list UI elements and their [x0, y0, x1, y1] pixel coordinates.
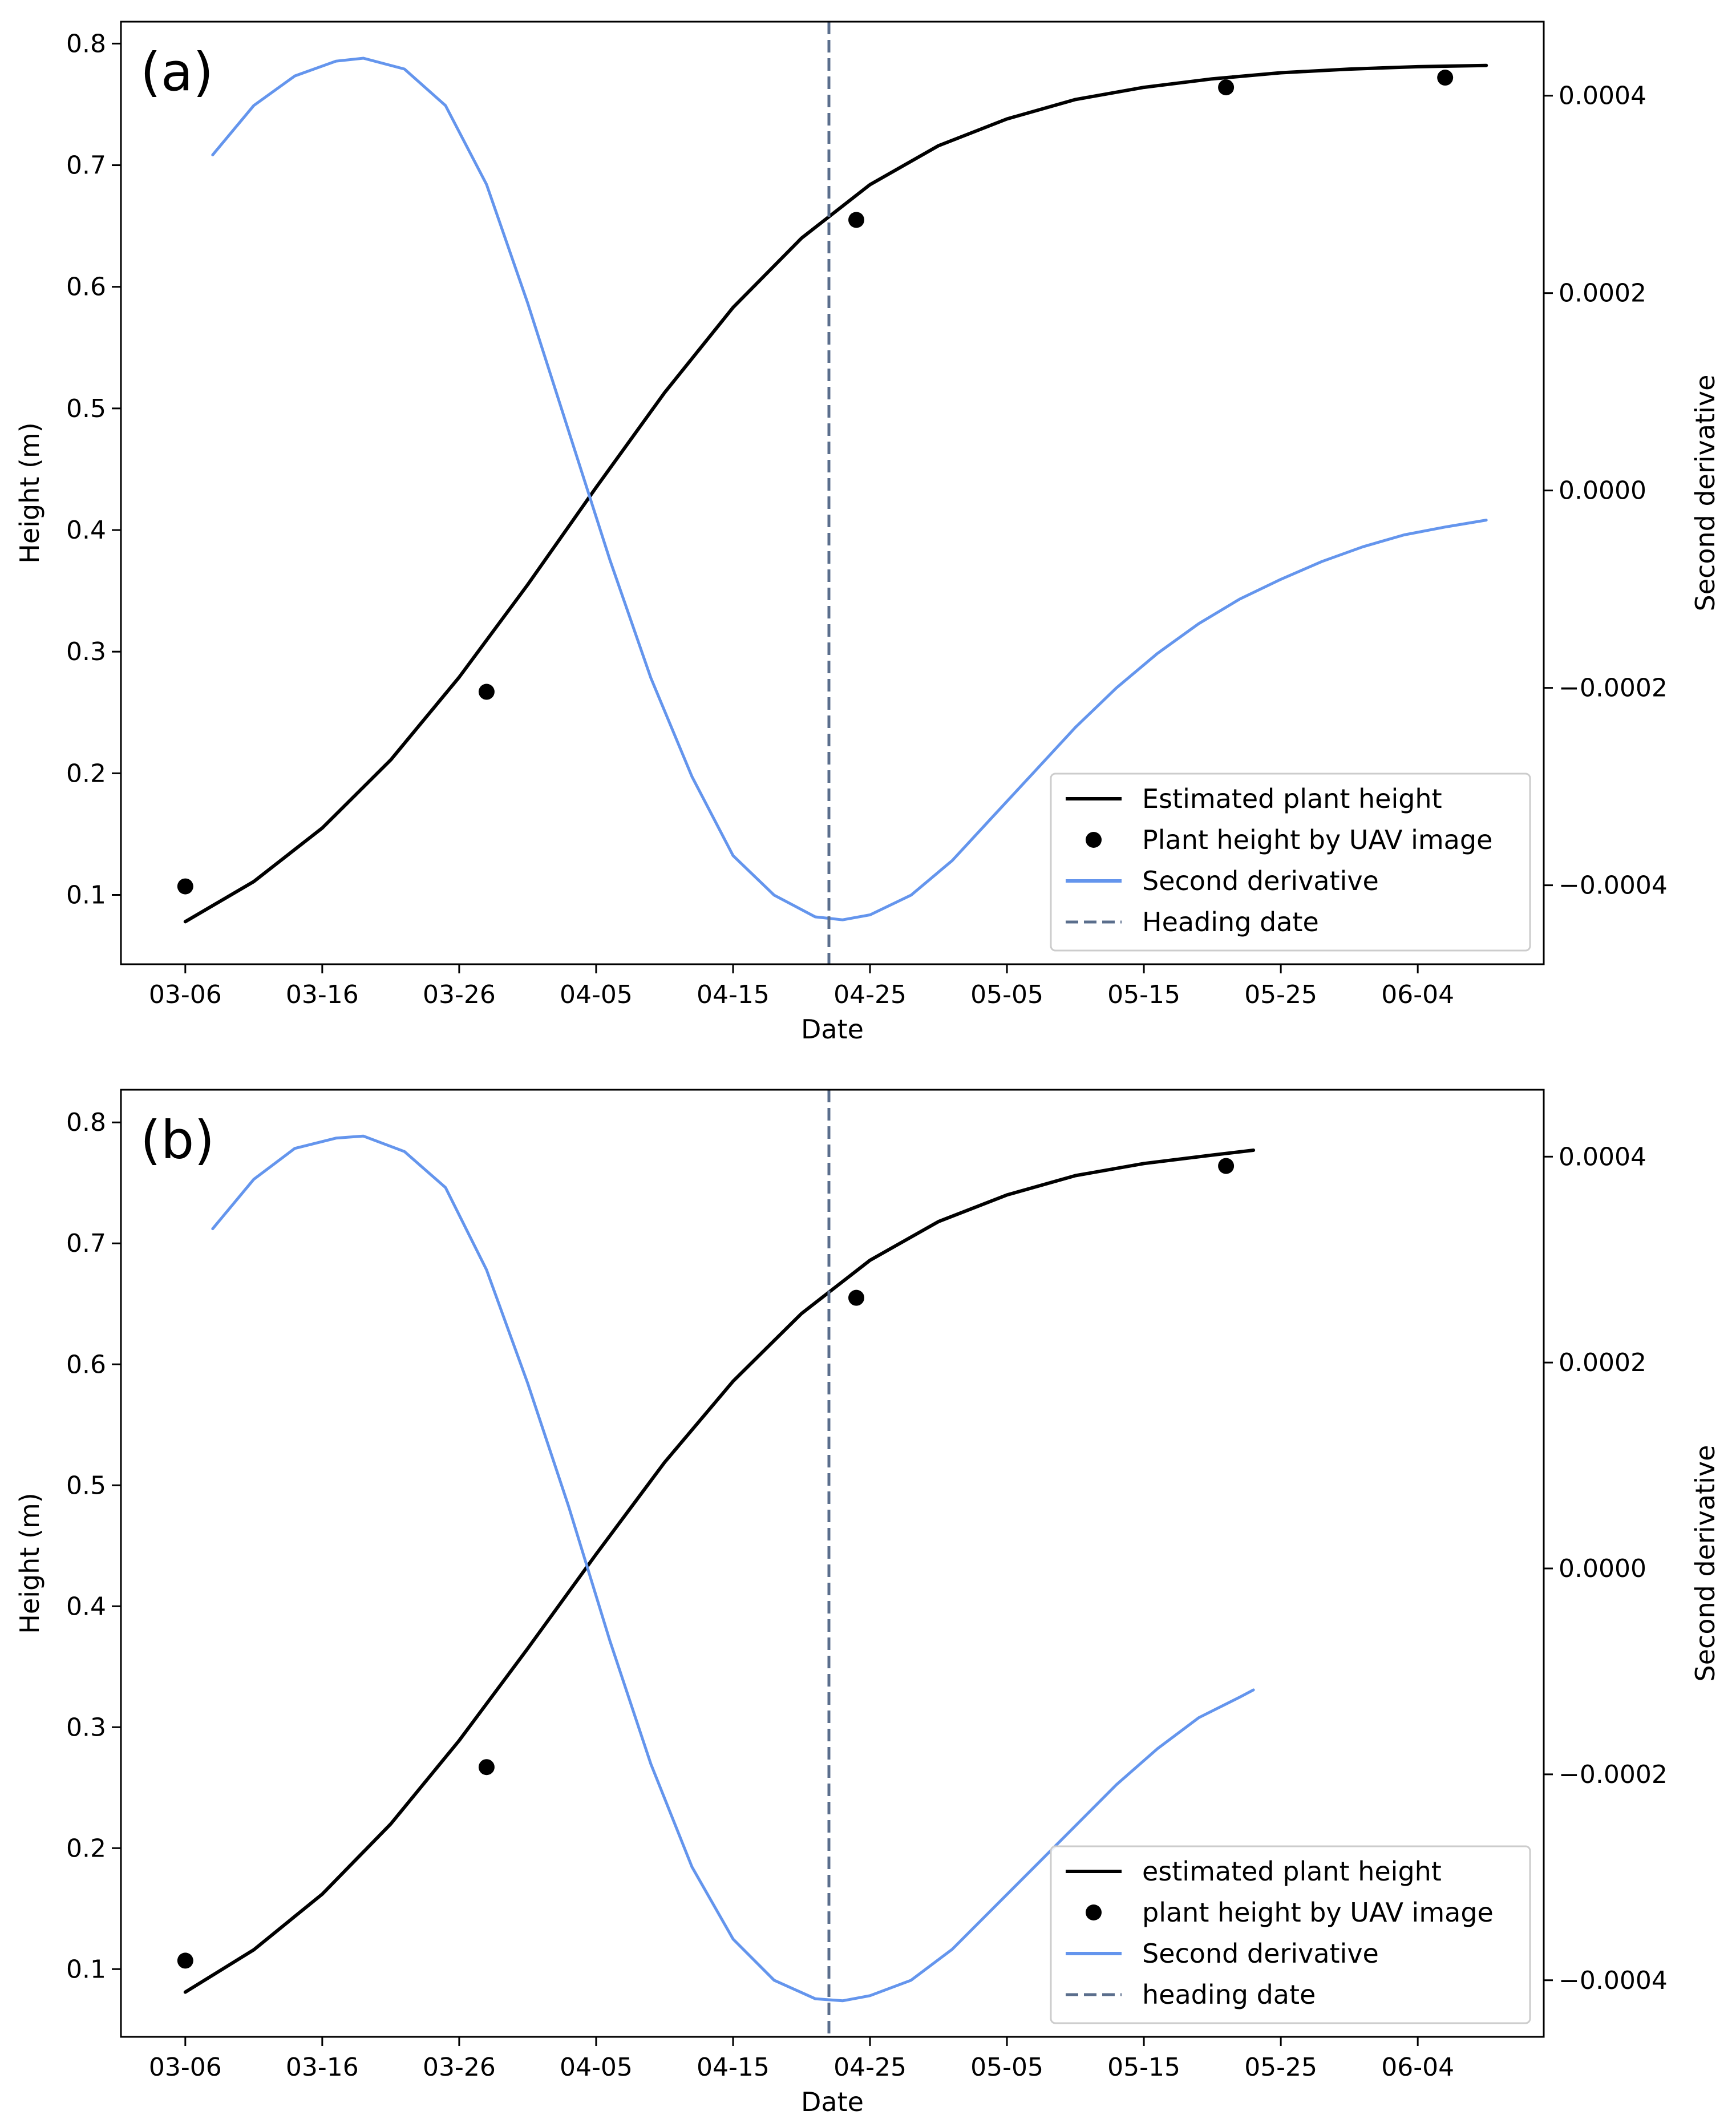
estimated-height-line — [183, 63, 1488, 924]
x-tick-label: 03-06 — [149, 980, 222, 1009]
x-tick-label: 03-06 — [149, 2053, 222, 2082]
panel-label: (b) — [140, 1110, 215, 1171]
legend-box — [1050, 1845, 1531, 2024]
y2-tick-label: −0.0004 — [1559, 1966, 1668, 1995]
uav-height-point — [478, 684, 495, 700]
y-tick-label: 0.4 — [66, 1592, 106, 1621]
legend-label: Second derivative — [1142, 866, 1379, 896]
x-tick-label: 05-05 — [970, 980, 1043, 1009]
y2-tick-label: 0.0002 — [1559, 1348, 1646, 1377]
plot-frame — [120, 21, 1545, 965]
y-tick-label: 0.5 — [66, 394, 106, 423]
x-tick-label: 05-05 — [970, 2053, 1043, 2082]
x-tick-label: 04-05 — [560, 980, 633, 1009]
second-derivative-line — [211, 1134, 1255, 2003]
y2-tick-label: 0.0004 — [1559, 1142, 1646, 1171]
panel-label: (a) — [140, 42, 213, 103]
uav-height-point — [848, 1289, 865, 1306]
y2-tick-label: −0.0002 — [1559, 1760, 1668, 1789]
y-tick-label: 0.8 — [66, 1108, 106, 1137]
uav-height-point — [848, 212, 865, 228]
x-tick-label: 03-16 — [286, 2053, 359, 2082]
legend-label: Second derivative — [1142, 1938, 1379, 1969]
x-tick-label: 04-25 — [833, 2053, 907, 2082]
y2-tick-label: 0.0004 — [1559, 82, 1646, 111]
x-tick-label: 05-25 — [1244, 980, 1317, 1009]
x-tick-label: 04-15 — [697, 2053, 770, 2082]
uav-height-point — [1218, 1158, 1235, 1174]
y2-tick-label: −0.0002 — [1559, 674, 1668, 703]
chart-panel-b: 03-06 03-16 03-26 04-05 04-15 04-25 05-05 05-15… — [14, 1089, 1721, 2117]
y2-axis-title: Second derivative — [1690, 1445, 1721, 1682]
y-tick-label: 0.7 — [66, 151, 106, 180]
y2-tick-label: 0.0002 — [1559, 279, 1646, 308]
y-tick-label: 0.1 — [66, 880, 106, 909]
x-tick-label: 03-26 — [423, 980, 496, 1009]
y-tick-label: 0.2 — [66, 1834, 106, 1863]
y-tick-label: 0.6 — [66, 1350, 106, 1379]
y-tick-label: 0.4 — [66, 516, 106, 545]
uav-height-point — [1218, 79, 1235, 96]
x-axis-title: Date — [801, 2086, 864, 2117]
y-tick-label: 0.2 — [66, 759, 106, 788]
y-tick-label: 0.3 — [66, 1713, 106, 1742]
y-tick-label: 0.8 — [66, 29, 106, 58]
legend-marker — [1086, 1904, 1102, 1920]
x-axis-title: Date — [801, 1014, 864, 1045]
legend-label: estimated plant height — [1142, 1856, 1442, 1887]
y-tick-label: 0.1 — [66, 1955, 106, 1984]
chart-panel-a: 03-06 03-16 03-26 04-05 04-15 04-25 05-05 05-15… — [14, 21, 1721, 1045]
y-axis-title: Height (m) — [14, 422, 45, 563]
y2-tick-label: 0.0000 — [1559, 476, 1646, 506]
y-tick-label: 0.3 — [66, 637, 106, 666]
x-tick-label: 03-16 — [286, 980, 359, 1009]
y-axis-title: Height (m) — [14, 1493, 45, 1633]
y-tick-label: 0.5 — [66, 1471, 106, 1500]
x-tick-label: 03-26 — [423, 2053, 496, 2082]
y2-tick-label: −0.0004 — [1559, 871, 1668, 900]
uav-height-point — [177, 1952, 193, 1969]
second-derivative-line — [211, 56, 1488, 921]
legend-label: Estimated plant height — [1142, 783, 1442, 814]
y-tick-label: 0.7 — [66, 1229, 106, 1258]
legend-marker — [1086, 832, 1102, 848]
legend-label: plant height by UAV image — [1142, 1897, 1494, 1928]
uav-height-point — [1437, 70, 1454, 86]
x-tick-label: 04-05 — [560, 2053, 633, 2082]
uav-height-point — [478, 1759, 495, 1776]
plot-frame — [120, 1089, 1545, 2038]
y-tick-label: 0.6 — [66, 273, 106, 302]
x-tick-label: 05-15 — [1107, 2053, 1180, 2082]
legend-label: heading date — [1142, 1979, 1316, 2010]
x-tick-label: 06-04 — [1381, 980, 1454, 1009]
x-tick-label: 04-15 — [697, 980, 770, 1009]
x-tick-label: 06-04 — [1381, 2053, 1454, 2082]
x-tick-label: 05-15 — [1107, 980, 1180, 1009]
estimated-height-line — [183, 1149, 1256, 1994]
y2-axis-title: Second derivative — [1690, 375, 1721, 612]
uav-height-point — [177, 878, 193, 895]
y2-tick-label: 0.0000 — [1559, 1554, 1646, 1583]
legend-label: Heading date — [1142, 907, 1319, 937]
legend-label: Plant height by UAV image — [1142, 824, 1492, 855]
x-tick-label: 05-25 — [1244, 2053, 1317, 2082]
legend-box — [1050, 773, 1531, 952]
x-tick-label: 04-25 — [833, 980, 907, 1009]
